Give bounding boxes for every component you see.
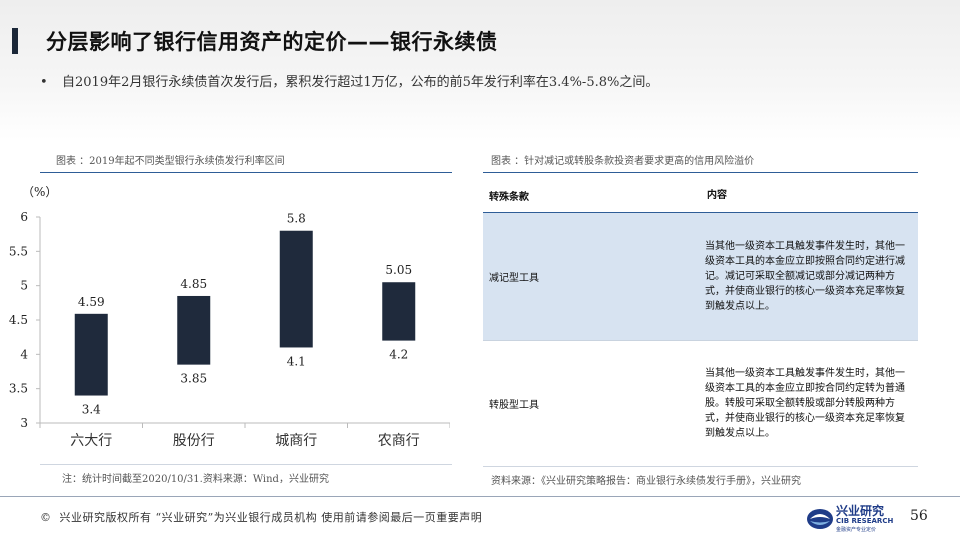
- clause-table: 转殊条款 内容 减记型工具 当其他一级资本工具触发事件发生时，其他一级资本工具的…: [483, 178, 918, 465]
- high-value-label: 5.8: [287, 212, 306, 226]
- chart-source-note: 注：统计时间截至2020/10/31.资料来源：Wind，兴业研究: [62, 474, 329, 485]
- range-bar: [177, 295, 211, 365]
- logo-chinese-text: 兴业研究: [836, 504, 885, 518]
- low-value-label: 4.2: [389, 348, 408, 362]
- footer-disclaimer: © 兴业研究版权所有 “兴业研究”为兴业银行成员机构 使用前请参阅最后一页重要声明: [40, 509, 482, 525]
- y-tick-label: 3: [20, 416, 28, 430]
- table-caption-divider: [483, 172, 918, 173]
- table-header-row: 转殊条款 内容: [483, 178, 918, 213]
- low-value-label: 3.85: [180, 372, 207, 386]
- logo-english-text: CIB RESEARCH: [836, 517, 894, 525]
- range-bar: [382, 282, 416, 341]
- footer-divider: [0, 496, 960, 497]
- table-source-note: 资料来源：《兴业研究策略报告：商业银行永续债发行手册》，兴业研究: [491, 476, 801, 487]
- y-tick-label: 5.5: [9, 244, 28, 258]
- header-background: [0, 0, 960, 140]
- low-value-label: 4.1: [287, 354, 306, 368]
- range-bar: [74, 313, 108, 396]
- table-source-divider: [483, 466, 918, 467]
- table-cell-content: 当其他一级资本工具触发事件发生时，其他一级资本工具的本金应立即按照合同约定进行减…: [705, 241, 905, 312]
- table-row: 减记型工具 当其他一级资本工具触发事件发生时，其他一级资本工具的本金应立即按照合…: [483, 213, 918, 341]
- table-header-term: 转殊条款: [489, 191, 529, 203]
- chart-note-divider: [40, 464, 452, 465]
- high-value-label: 4.59: [78, 295, 105, 309]
- logo-tagline: 金融资产专业定价: [836, 527, 877, 533]
- chart-caption-divider: [40, 172, 452, 173]
- low-value-label: 3.4: [82, 403, 101, 417]
- bullet-text-content: 自2019年2月银行永续债首次发行后，累积发行超过1万亿，公布的前5年发行利率在…: [62, 75, 659, 90]
- y-tick-label: 6: [20, 210, 28, 224]
- table-caption: 图表 ：针对减记或转股条款投资者要求更高的信用风险溢价: [491, 156, 755, 167]
- cib-research-logo: 兴业研究 CIB RESEARCH 金融资产专业定价: [806, 502, 896, 536]
- table-cell-content: 当其他一级资本工具触发事件发生时，其他一级资本工具的本金应立即按合同约定转为普通…: [705, 367, 905, 439]
- table-row: 转股型工具 当其他一级资本工具触发事件发生时，其他一级资本工具的本金应立即按合同…: [483, 341, 918, 465]
- rate-range-chart: 3 3.5 4 4.5 5 5.5 6 4.59 3.4 六大行 4.85 3.85 股份行 5.8 4.1…: [9, 210, 450, 449]
- x-category-label: 农商行: [378, 433, 420, 449]
- y-tick-label: 3.5: [9, 382, 28, 396]
- high-value-label: 5.05: [385, 263, 412, 277]
- high-value-label: 4.85: [180, 277, 207, 291]
- footer-text: 兴业研究版权所有 “兴业研究”为兴业银行成员机构 使用前请参阅最后一页重要声明: [59, 511, 483, 524]
- y-axis-unit: （%）: [22, 185, 58, 199]
- copyright-symbol: ©: [40, 511, 52, 524]
- table-cell-term: 转股型工具: [489, 399, 539, 411]
- y-tick-label: 4: [20, 347, 28, 361]
- table-cell-term: 减记型工具: [489, 273, 539, 284]
- y-tick-label: 5: [20, 279, 28, 293]
- range-bar: [279, 230, 313, 348]
- logo-emblem-icon: [807, 509, 833, 529]
- slide-title: 分层影响了银行信用资产的定价——银行永续债: [46, 30, 498, 54]
- table-header-content: 内容: [707, 189, 727, 201]
- x-category-label: 股份行: [173, 433, 215, 449]
- bullet-text: • 自2019年2月银行永续债首次发行后，累积发行超过1万亿，公布的前5年发行利率…: [40, 71, 658, 90]
- x-category-label: 六大行: [70, 433, 112, 449]
- page-number: 56: [910, 508, 928, 524]
- title-accent-bar: [12, 28, 18, 54]
- x-category-label: 城商行: [275, 433, 317, 449]
- y-tick-label: 4.5: [9, 313, 28, 327]
- bullet-dot-icon: •: [40, 75, 48, 90]
- chart-caption: 图表 ：2019年起不同类型银行永续债发行利率区间: [56, 156, 285, 167]
